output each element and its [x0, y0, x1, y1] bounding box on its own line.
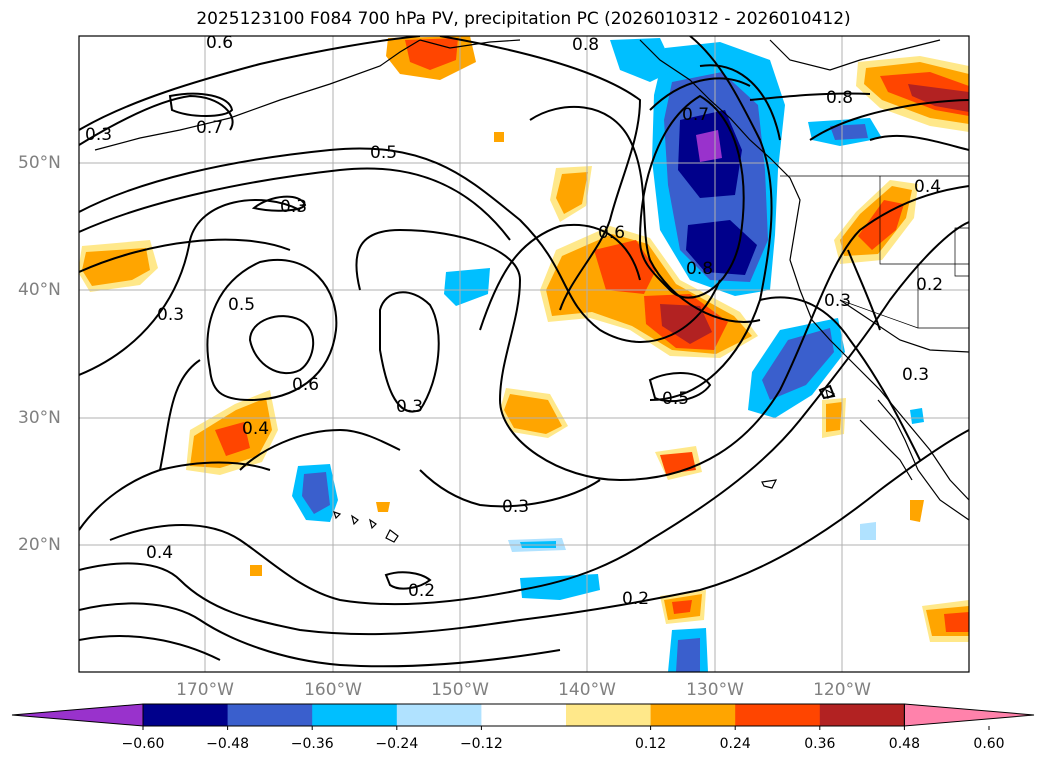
lon-tick-label: 150°W	[431, 680, 489, 700]
contour-label: 0.3	[902, 365, 929, 385]
pv-contours	[79, 36, 969, 668]
contour-label: 0.2	[408, 581, 435, 601]
colorbar-tick-label: −0.60	[121, 736, 165, 752]
contour-label: 0.3	[157, 305, 184, 325]
contour-label: 0.7	[682, 105, 709, 125]
lon-tick-label: 130°W	[686, 680, 744, 700]
lat-tick-label: 40°N	[18, 280, 61, 300]
lat-tick-label: 20°N	[18, 535, 61, 555]
colorbar-segment	[566, 704, 652, 726]
map-gridlines	[79, 36, 969, 672]
colorbar-tick-label: −0.48	[206, 736, 250, 752]
neg-anomaly-gulf	[610, 38, 675, 82]
contour-label: 0.2	[916, 275, 943, 295]
contour-labels: 0.6 0.7 0.3 0.5 0.8 0.6 0.7 0.8 0.4 0.3 …	[85, 33, 943, 609]
borders	[780, 175, 969, 329]
contour-label: 0.4	[242, 419, 269, 439]
contour-label: 0.3	[85, 125, 112, 145]
lon-tick-label: 120°W	[813, 680, 871, 700]
colorbar-segment	[650, 704, 736, 726]
contour-label: 0.3	[280, 197, 307, 217]
plot-frame	[78, 35, 970, 673]
colorbar-tick-label: 0.48	[888, 736, 920, 752]
colorbar-segment	[819, 704, 905, 726]
colorbar-tick-label: 0.12	[635, 736, 667, 752]
map-title: 2025123100 F084 700 hPa PV, precipitatio…	[196, 9, 851, 29]
colorbar-tick-label: −0.24	[375, 736, 419, 752]
colorbar-tick-label: 0.36	[804, 736, 836, 752]
contour-label: 0.8	[572, 35, 599, 55]
colorbar-tick-label: −0.36	[290, 736, 334, 752]
colorbar-segment	[396, 704, 482, 726]
colorbar-tick-label: 0.60	[973, 736, 1005, 752]
colorbar-segment	[143, 704, 229, 726]
contour-label: 0.3	[502, 497, 529, 517]
colorbar-outline	[142, 703, 905, 727]
contour-label: 0.4	[914, 177, 941, 197]
colorbar-segment	[481, 704, 567, 726]
colorbar-segment	[312, 704, 398, 726]
lon-tick-label: 140°W	[558, 680, 616, 700]
contour-label: 0.8	[686, 259, 713, 279]
colorbar-extend-min	[11, 703, 144, 727]
lon-tick-label: 160°W	[304, 680, 362, 700]
colorbar-segment	[735, 704, 821, 726]
contour-label: 0.3	[824, 291, 851, 311]
colorbar-segment	[227, 704, 313, 726]
lat-tick-label: 30°N	[18, 408, 61, 428]
colorbar-tick-label: −0.12	[459, 736, 503, 752]
contour-label: 0.5	[228, 295, 255, 315]
neg-anomaly-pnw-core2	[686, 220, 757, 275]
contour-label: 0.7	[196, 118, 223, 138]
colorbar-tick-label: 0.24	[719, 736, 751, 752]
contour-label: 0.3	[396, 397, 423, 417]
lon-tick-label: 170°W	[176, 680, 234, 700]
contour-label: 0.5	[370, 143, 397, 163]
contour-label: 0.2	[622, 589, 649, 609]
contour-label: 0.4	[146, 543, 173, 563]
neg-anomaly-mid1	[444, 268, 490, 306]
neg-anomaly-baja	[910, 408, 924, 424]
neg-anomaly-south2	[520, 574, 600, 600]
colorbar-segments	[11, 703, 1035, 730]
contour-label: 0.5	[662, 389, 689, 409]
colorbar-extend-max	[903, 703, 1035, 727]
lat-tick-label: 50°N	[18, 153, 61, 173]
contour-label: 0.6	[292, 375, 319, 395]
contour-label: 0.6	[598, 223, 625, 243]
contour-label: 0.8	[826, 88, 853, 108]
contour-label: 0.6	[206, 33, 233, 53]
